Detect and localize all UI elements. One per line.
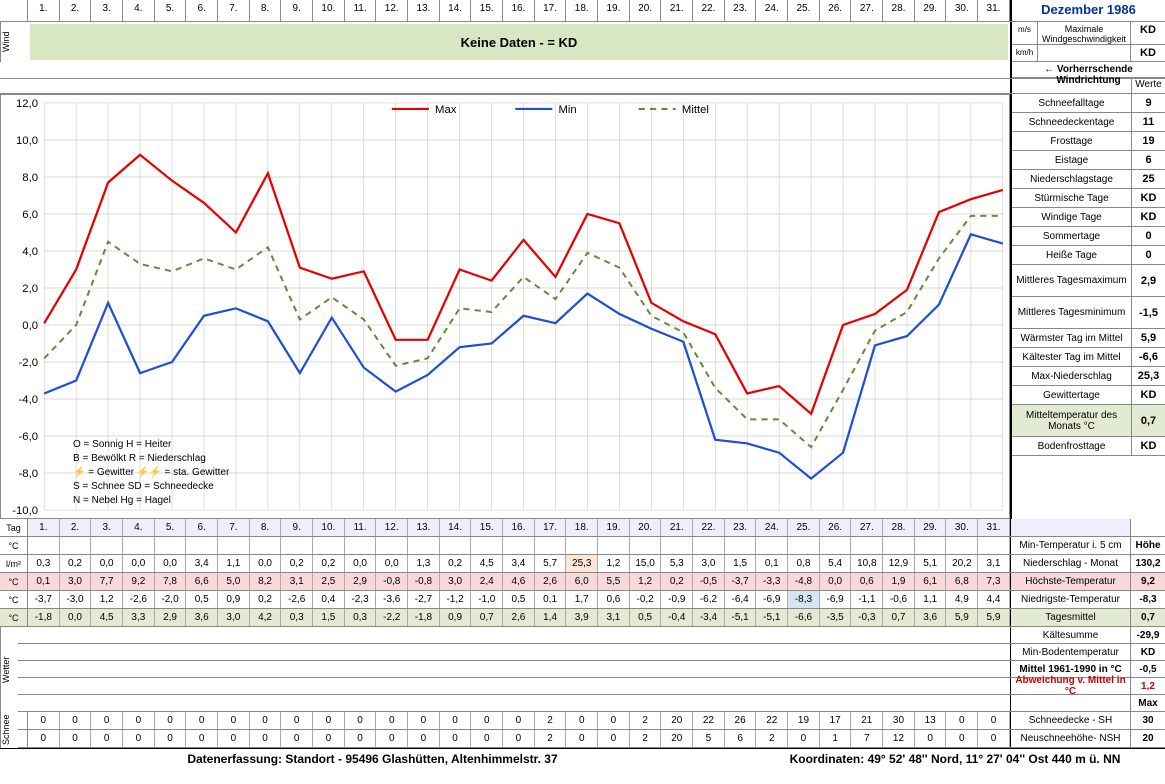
day-header: 16.	[503, 0, 535, 21]
day-header: 19.	[598, 0, 630, 21]
data-row: l/m²0,30,20,00,00,03,41,10,00,20,20,00,0…	[0, 555, 1165, 573]
day-header: 29.	[915, 0, 947, 21]
svg-text:10,0: 10,0	[16, 135, 38, 147]
data-row: °C0,13,07,79,27,86,65,08,23,12,52,9-0,8-…	[0, 573, 1165, 591]
day-header: 2.	[60, 0, 92, 21]
side-stat: Niederschlagstage25	[1012, 170, 1165, 189]
svg-text:6,0: 6,0	[22, 209, 38, 221]
day-header: 27.	[851, 0, 883, 21]
day-header: 18.	[566, 0, 598, 21]
side-stat: Stürmische TageKD	[1012, 189, 1165, 208]
svg-text:-6,0: -6,0	[19, 431, 38, 443]
day-header: 11.	[345, 0, 377, 21]
wetter-label: Wetter	[0, 627, 18, 712]
day-header: 5.	[155, 0, 187, 21]
day-header: 31.	[978, 0, 1010, 21]
side-stat: Kältester Tag im Mittel-6,6	[1012, 348, 1165, 367]
side-stat: Eistage6	[1012, 151, 1165, 170]
svg-text:-2,0: -2,0	[19, 357, 38, 369]
temperature-chart: -10,0 -8,0 -6,0 -4,0 -2,0 0,0 2,0 4,0 6,0 8,0 10,0…	[0, 94, 1010, 519]
svg-text:4,0: 4,0	[22, 246, 38, 258]
footer-location: Datenerfassung: Standort - 95496 Glashüt…	[0, 752, 745, 766]
weather-report: 1.2.3.4.5.6.7.8.9.10.11.12.13.14.15.16.1…	[0, 0, 1165, 768]
side-stat: Windige TageKD	[1012, 208, 1165, 227]
weather-code-legend: O = Sonnig H = HeiterB = Bewölkt R = Nie…	[73, 438, 229, 508]
day-header: 4.	[123, 0, 155, 21]
day-header: 14.	[440, 0, 472, 21]
day-header: 3.	[91, 0, 123, 21]
svg-text:8,0: 8,0	[22, 172, 38, 184]
data-row: °CMin-Temperatur i. 5 cmHöhe	[0, 537, 1165, 555]
day-header: 24.	[756, 0, 788, 21]
data-row: °C-3,7-3,01,2-2,6-2,00,50,90,2-2,60,4-2,…	[0, 591, 1165, 609]
side-stat: Mitteltemperatur des Monats °C0,7	[1012, 405, 1165, 437]
day-header: 13.	[408, 0, 440, 21]
side-stat: Schneefalltage9	[1012, 94, 1165, 113]
day-header: 28.	[883, 0, 915, 21]
side-stat: GewittertageKD	[1012, 386, 1165, 405]
svg-text:-4,0: -4,0	[19, 394, 38, 406]
svg-text:Mittel: Mittel	[682, 104, 709, 116]
day-header: 1.	[28, 0, 60, 21]
day-header: 25.	[788, 0, 820, 21]
svg-text:-8,0: -8,0	[19, 468, 38, 480]
month-title: Dezember 1986	[1010, 0, 1165, 21]
wind-axis-label: Wind	[0, 22, 18, 62]
svg-text:Max: Max	[435, 104, 457, 116]
day-header: 10.	[313, 0, 345, 21]
side-stat: Max-Niederschlag25,3	[1012, 367, 1165, 386]
side-stat: Schneedeckentage11	[1012, 113, 1165, 132]
day-header: 7.	[218, 0, 250, 21]
day-header: 17.	[535, 0, 567, 21]
snow-row: 0000000000000000200220222622191721301300…	[18, 712, 1165, 730]
svg-text:12,0: 12,0	[16, 98, 38, 110]
data-row: °C-1,80,04,53,32,93,63,04,20,31,50,3-2,2…	[0, 609, 1165, 627]
footer-coords: Koordinaten: 49° 52' 48'' Nord, 11° 27' …	[745, 752, 1165, 766]
schnee-label: Schnee	[0, 712, 18, 748]
footer: Datenerfassung: Standort - 95496 Glashüt…	[0, 748, 1165, 768]
side-stat: Wärmster Tag im Mittel5,9	[1012, 329, 1165, 348]
day-header: 26.	[820, 0, 852, 21]
header-row: 1.2.3.4.5.6.7.8.9.10.11.12.13.14.15.16.1…	[0, 0, 1165, 22]
svg-text:2,0: 2,0	[22, 283, 38, 295]
side-stat: Mittleres Tagesmaximum2,9	[1012, 265, 1165, 297]
day-header: 20.	[630, 0, 662, 21]
day-header: 30.	[946, 0, 978, 21]
main-row: -10,0 -8,0 -6,0 -4,0 -2,0 0,0 2,0 4,0 6,0 8,0 10,0…	[0, 94, 1165, 519]
svg-text:-10,0: -10,0	[12, 505, 38, 517]
day-header: 15.	[471, 0, 503, 21]
day-header: 21.	[661, 0, 693, 21]
svg-text:Min: Min	[558, 104, 576, 116]
day-header: 12.	[376, 0, 408, 21]
snow-row: 000000000000000020022056201712000Neuschn…	[18, 730, 1165, 748]
wind-banner: Keine Daten - = KD	[30, 24, 1008, 60]
side-stats: Schneefalltage9Schneedeckentage11Frostta…	[1010, 94, 1165, 519]
svg-text:0,0: 0,0	[22, 320, 38, 332]
side-stat: Heiße Tage0	[1012, 246, 1165, 265]
wind-row: Wind Keine Daten - = KD m/s Maximale Win…	[0, 22, 1165, 62]
day-header: 9.	[281, 0, 313, 21]
side-stat: Mittleres Tagesminimum-1,5	[1012, 297, 1165, 329]
side-stat: BodenfrosttageKD	[1012, 437, 1165, 456]
side-stat: Frosttage19	[1012, 132, 1165, 151]
side-stat: Sommertage0	[1012, 227, 1165, 246]
day-header: 8.	[250, 0, 282, 21]
tag-row: Tag 1.2.3.4.5.6.7.8.9.10.11.12.13.14.15.…	[0, 519, 1165, 537]
day-header: 6.	[186, 0, 218, 21]
day-header: 22.	[693, 0, 725, 21]
day-header: 23.	[725, 0, 757, 21]
